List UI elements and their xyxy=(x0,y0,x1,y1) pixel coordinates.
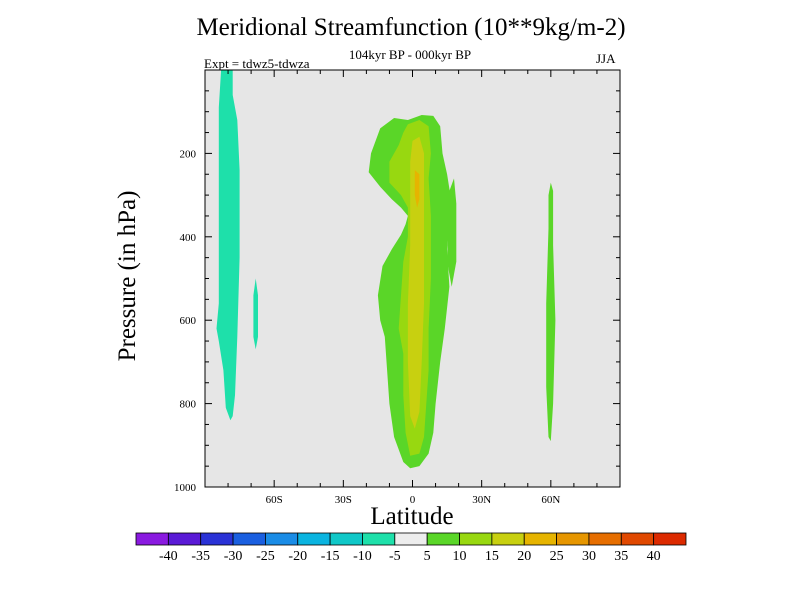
colorbar-label: -25 xyxy=(256,549,275,564)
colorbar-label: 15 xyxy=(485,549,499,564)
x-tick-label: 60S xyxy=(266,494,283,506)
colorbar-label: -20 xyxy=(288,549,307,564)
colorbar-label: -5 xyxy=(389,549,401,564)
y-tick-label: 800 xyxy=(180,399,197,411)
colorbar-swatch xyxy=(200,532,234,546)
colorbar-label: 10 xyxy=(453,549,467,564)
colorbar-swatch xyxy=(232,532,266,546)
southern-negative-cell xyxy=(216,70,240,421)
season-label: JJA xyxy=(596,51,616,66)
colorbar-swatch xyxy=(167,532,202,546)
colorbar-swatch xyxy=(588,532,622,546)
colorbar-swatch xyxy=(620,532,655,546)
colorbar-swatch xyxy=(426,532,460,546)
colorbar-label: -15 xyxy=(321,549,340,564)
colorbar-swatch xyxy=(362,532,396,546)
colorbar-label: -40 xyxy=(159,549,178,564)
colorbar-swatch xyxy=(135,532,169,546)
colorbar-label: -35 xyxy=(191,549,210,564)
southern-negative-patch xyxy=(253,278,258,350)
colorbar-label: -10 xyxy=(353,549,372,564)
colorbar-swatch xyxy=(653,532,687,546)
tropical-cell-side xyxy=(447,178,457,287)
x-tick-label: 60N xyxy=(541,494,560,506)
northern-positive-cell xyxy=(546,182,556,442)
x-tick-label: 0 xyxy=(410,494,416,506)
colorbar-label: 25 xyxy=(550,549,564,564)
y-tick-label: 600 xyxy=(180,315,197,327)
x-tick-label: 30S xyxy=(335,494,352,506)
colorbar-swatch xyxy=(523,532,557,546)
colorbar-swatch xyxy=(329,532,363,546)
x-axis-label: Latitude xyxy=(370,503,454,530)
chart-title: Meridional Streamfunction (10**9kg/m-2) xyxy=(196,14,626,41)
colorbar-swatch xyxy=(265,532,299,546)
tropical-cell-core xyxy=(407,136,424,429)
chart-subtitle: 104kyr BP - 000kyr BP xyxy=(348,47,472,62)
colorbar-swatch xyxy=(556,532,590,546)
x-tick-label: 30N xyxy=(472,494,491,506)
y-tick-label: 200 xyxy=(180,148,197,160)
plot-area xyxy=(205,70,620,487)
colorbar-label: -30 xyxy=(224,549,243,564)
colorbar-swatch xyxy=(297,532,331,546)
colorbar-label: 20 xyxy=(517,549,531,564)
colorbar-label: 30 xyxy=(582,549,596,564)
colorbar-swatch xyxy=(491,532,525,546)
tropical-cell-peak xyxy=(414,170,420,208)
colorbar-swatch xyxy=(459,532,493,546)
axes: 60S 30S 0 30N 60N 200 400 600 800 1000 xyxy=(174,69,621,506)
colorbar-label: 40 xyxy=(647,549,661,564)
colorbar-label: 35 xyxy=(614,549,628,564)
y-tick-label: 400 xyxy=(180,232,197,244)
experiment-label: Expt = tdwz5-tdwza xyxy=(204,56,310,71)
colorbar-swatch xyxy=(394,532,428,546)
colorbar-label: 5 xyxy=(424,549,431,564)
colorbar: -40 -35 -30 -25 -20 -15 -10 -5 5 10 15 20 25 30 35 40 xyxy=(135,532,687,564)
y-tick-label: 1000 xyxy=(174,482,197,494)
